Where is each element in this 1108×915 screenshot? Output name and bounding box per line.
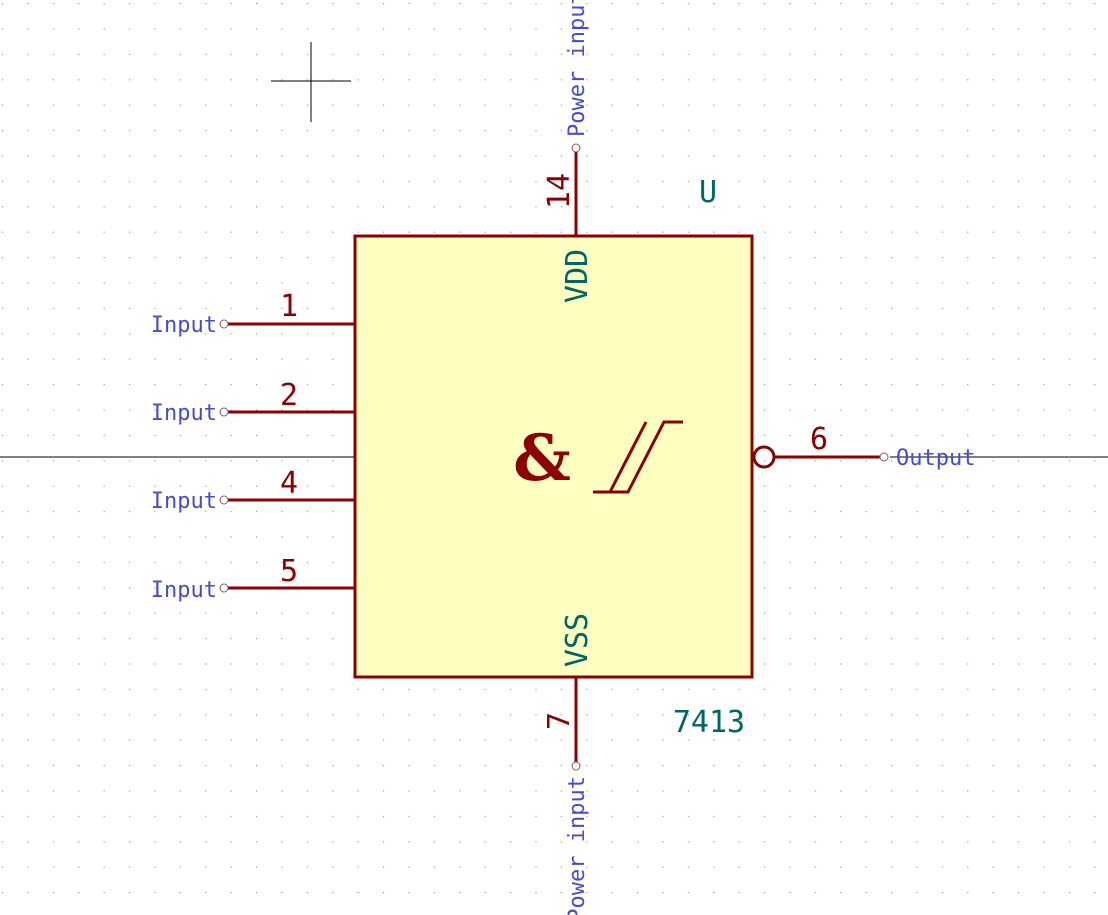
pin-type-label: Input <box>151 401 217 426</box>
pin-5[interactable]: 5 Input <box>151 554 355 603</box>
pin-14-vdd[interactable]: 14 Power input VDD <box>542 0 595 303</box>
pin-1[interactable]: 1 Input <box>151 289 355 338</box>
pin-number: 14 <box>542 173 577 209</box>
pin-number: 7 <box>542 712 577 730</box>
pin-number: 5 <box>280 554 298 589</box>
pin-4[interactable]: 4 Input <box>151 466 355 514</box>
pin-name-label: VDD <box>560 249 595 303</box>
pin-number: 4 <box>280 466 298 501</box>
pin-type-label: Power input <box>565 0 590 137</box>
pin-name-label: VSS <box>560 613 595 667</box>
pin-type-label: Input <box>151 313 217 338</box>
reference-designator: U <box>699 175 717 210</box>
pin-type-label: Output <box>896 446 975 471</box>
pin-number: 1 <box>280 289 298 324</box>
schmitt-trigger-icon <box>593 420 683 494</box>
pin-2[interactable]: 2 Input <box>151 378 355 426</box>
component-body[interactable] <box>353 234 754 679</box>
pin-type-label: Input <box>151 578 217 603</box>
and-symbol: & <box>513 421 571 496</box>
pin-number: 2 <box>280 378 298 413</box>
pin-number: 6 <box>810 422 828 457</box>
pin-type-label: Input <box>151 489 217 514</box>
pin-type-label: Power input <box>565 776 590 915</box>
pin-7-vss[interactable]: 7 Power input VSS <box>542 613 595 915</box>
pin-6-output[interactable]: 6 Output <box>752 422 975 471</box>
cursor-crosshair-icon <box>271 42 351 122</box>
component-value: 7413 <box>673 705 745 740</box>
